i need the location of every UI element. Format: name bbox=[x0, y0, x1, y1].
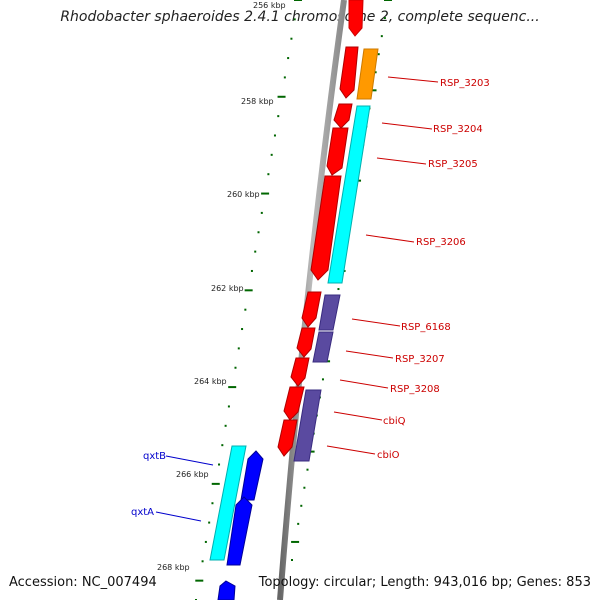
gene-arrow-purple-2[interactable] bbox=[312, 331, 334, 363]
ruler-tick bbox=[257, 231, 260, 234]
map-title: Rhodobacter sphaeroides 2.4.1 chromosome… bbox=[60, 9, 540, 25]
gene-labels: RSP_3203 RSP_3204 RSP_3205 RSP_3206 RSP_… bbox=[131, 78, 490, 518]
ruler-tick bbox=[208, 521, 211, 524]
gene-arrow-rsp-3204[interactable] bbox=[333, 103, 353, 129]
ruler-tick bbox=[277, 95, 286, 98]
gene-label-rsp-3208[interactable]: RSP_3208 bbox=[390, 384, 440, 395]
ruler-tick bbox=[195, 579, 204, 582]
ruler-tick bbox=[224, 424, 227, 427]
gene-arrow-cyan-long[interactable] bbox=[327, 105, 371, 284]
gene-label-rsp-3204[interactable]: RSP_3204 bbox=[433, 124, 483, 135]
ruler-tick bbox=[283, 76, 286, 79]
ruler-tick bbox=[374, 71, 377, 74]
ruler-labels: 256 kbp 258 kbp 260 kbp 262 kbp 264 kbp … bbox=[157, 1, 286, 572]
ruler-tick bbox=[300, 504, 303, 507]
gene-arrow-qxta[interactable] bbox=[226, 496, 253, 566]
gene-label-rsp-3206[interactable]: RSP_3206 bbox=[416, 237, 466, 248]
ruler-tick bbox=[241, 328, 244, 331]
ruler-label-266: 266 kbp bbox=[176, 470, 209, 479]
ruler-tick bbox=[244, 308, 247, 311]
ruler-tick bbox=[270, 153, 273, 156]
ruler-label-264: 264 kbp bbox=[194, 377, 227, 386]
gene-label-qxta[interactable]: qxtA bbox=[131, 507, 154, 518]
ruler-tick bbox=[294, 0, 302, 1]
ruler-tick bbox=[291, 559, 293, 561]
gene-arrow-rsp-3203-orange[interactable] bbox=[356, 48, 379, 100]
ruler-label-256: 256 kbp bbox=[253, 1, 286, 10]
gene-arrow-rsp-3203[interactable] bbox=[339, 46, 359, 99]
ruler-tick bbox=[218, 463, 221, 466]
gene-arrow-cbio[interactable] bbox=[277, 419, 298, 457]
ruler-tick bbox=[204, 540, 207, 543]
ruler-tick bbox=[377, 53, 380, 56]
topology-text: Topology: circular; Length: 943,016 bp; … bbox=[258, 575, 591, 590]
gene-arrow-rsp-3205[interactable] bbox=[326, 127, 349, 176]
ruler-tick bbox=[290, 37, 293, 40]
gene-arrow-purple-1[interactable] bbox=[318, 294, 341, 331]
gene-arrow-qxtb-cyan[interactable] bbox=[209, 445, 247, 561]
ruler-tick bbox=[277, 115, 280, 118]
ruler-tick bbox=[267, 173, 270, 176]
ruler-tick bbox=[250, 269, 253, 272]
gene-arrow-top[interactable] bbox=[348, 0, 364, 37]
ruler-tick bbox=[306, 468, 309, 471]
gene-arrow-rsp-6168[interactable] bbox=[301, 291, 322, 328]
ruler-tick bbox=[237, 347, 240, 350]
ruler-label-258: 258 kbp bbox=[241, 97, 274, 106]
ruler-tick bbox=[291, 540, 300, 543]
gene-arrow-rsp-3206[interactable] bbox=[310, 175, 342, 281]
ruler-tick bbox=[234, 366, 237, 369]
ruler-tick bbox=[211, 482, 220, 485]
genome-backbone bbox=[277, 0, 347, 600]
ruler-tick bbox=[384, 0, 392, 1]
gene-arrow-rsp-3208[interactable] bbox=[290, 357, 310, 387]
ruler-tick bbox=[321, 378, 324, 381]
ruler-tick bbox=[293, 18, 296, 21]
ruler-tick bbox=[244, 289, 253, 292]
ruler-tick bbox=[383, 17, 386, 20]
gene-arrow-purple-3[interactable] bbox=[293, 389, 322, 462]
ruler-tick bbox=[261, 192, 270, 195]
ruler-tick bbox=[227, 405, 230, 408]
ruler-tick bbox=[211, 502, 214, 505]
gene-label-qxtb[interactable]: qxtB bbox=[143, 451, 166, 462]
ruler-tick bbox=[201, 560, 204, 563]
ruler-tick bbox=[260, 211, 263, 214]
gene-label-rsp-3203[interactable]: RSP_3203 bbox=[440, 78, 490, 89]
gene-label-rsp-3207[interactable]: RSP_3207 bbox=[395, 354, 445, 365]
ruler-tick bbox=[337, 288, 340, 291]
gene-label-rsp-3205[interactable]: RSP_3205 bbox=[428, 159, 478, 170]
gene-track bbox=[209, 0, 379, 600]
ruler-tick bbox=[228, 386, 237, 389]
ruler-tick bbox=[297, 522, 300, 525]
ruler-tick bbox=[380, 35, 383, 38]
ruler-tick bbox=[303, 486, 306, 489]
gene-arrow-qxtb[interactable] bbox=[240, 450, 264, 501]
ruler-tick bbox=[254, 250, 257, 253]
gene-arrow-rsp-3207[interactable] bbox=[296, 327, 316, 358]
gene-arrow-cbiq[interactable] bbox=[283, 386, 305, 421]
label-leaders bbox=[155, 76, 439, 522]
gene-arrow-bottom[interactable] bbox=[217, 580, 236, 600]
ruler-tick bbox=[221, 444, 224, 447]
ruler-tick bbox=[287, 57, 290, 60]
gene-label-cbio[interactable]: cbiO bbox=[377, 450, 400, 461]
ruler-label-260: 260 kbp bbox=[227, 190, 260, 199]
ruler-label-268: 268 kbp bbox=[157, 563, 190, 572]
ruler-tick bbox=[273, 134, 276, 137]
gene-label-rsp-6168[interactable]: RSP_6168 bbox=[401, 322, 451, 333]
accession-text: Accession: NC_007494 bbox=[9, 575, 157, 590]
gene-label-cbiq[interactable]: cbiQ bbox=[383, 416, 406, 427]
ruler-label-262: 262 kbp bbox=[211, 284, 244, 293]
